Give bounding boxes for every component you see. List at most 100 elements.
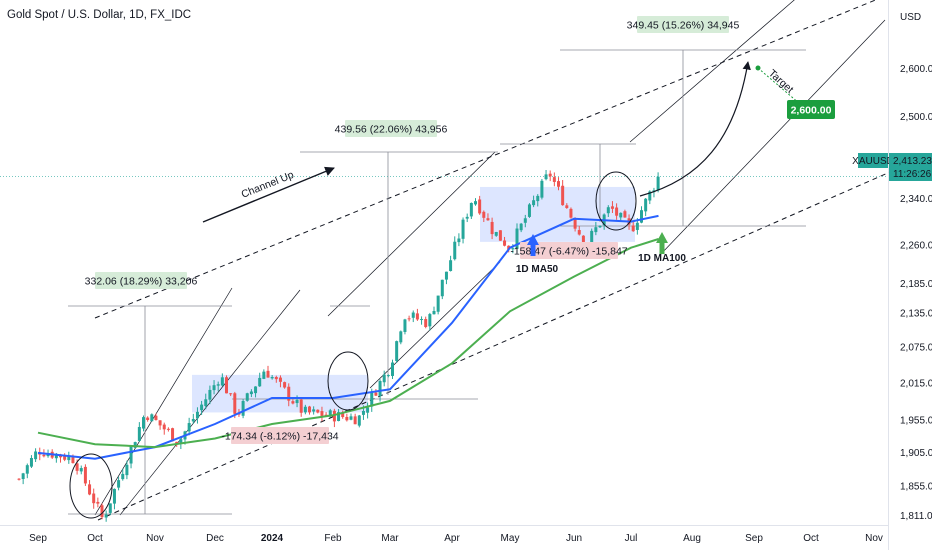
candle-body xyxy=(382,374,386,383)
candle-body xyxy=(328,410,332,416)
ma50-line xyxy=(37,214,659,460)
candle-body xyxy=(623,211,627,218)
candle-body xyxy=(428,314,432,327)
candle-body xyxy=(29,457,33,467)
candle-body xyxy=(204,399,208,407)
circle-oct xyxy=(69,453,113,519)
candle-body xyxy=(274,377,278,380)
y-tick-label: 2,260.00 xyxy=(900,241,932,252)
candle-body xyxy=(245,393,249,401)
x-tick-label: Sep xyxy=(29,533,47,544)
candle-body xyxy=(606,207,610,214)
x-tick-label: Aug xyxy=(683,533,701,544)
range-box-apr-jul xyxy=(480,186,635,242)
fractal-line-1a xyxy=(94,287,233,516)
candle-body xyxy=(166,428,170,430)
measure-label-2-bg xyxy=(345,120,437,137)
candle-body xyxy=(490,221,494,235)
channel-arrow xyxy=(202,166,335,223)
candle-body xyxy=(175,441,179,444)
candle-body xyxy=(432,311,436,315)
x-tick-label: May xyxy=(501,533,520,544)
candle-body xyxy=(503,240,507,246)
candle-body xyxy=(548,173,552,177)
candle-body xyxy=(610,206,614,209)
candle-body xyxy=(316,409,320,413)
candle-body xyxy=(577,230,581,235)
candle-body xyxy=(420,319,424,321)
candle-body xyxy=(345,416,349,421)
channel-lower-dashed xyxy=(97,171,891,521)
candle-body xyxy=(137,426,141,441)
target-label: Target xyxy=(766,67,796,96)
candle-body xyxy=(374,392,378,396)
candle-body xyxy=(590,230,594,243)
candle-body xyxy=(386,375,390,377)
candle-body xyxy=(640,210,643,223)
x-tick-label: Nov xyxy=(865,533,883,544)
candle-body xyxy=(644,198,648,212)
candle-body xyxy=(469,202,473,217)
candle-body xyxy=(544,174,548,180)
candle-body xyxy=(424,319,428,327)
candle-body xyxy=(241,401,245,416)
candle-body xyxy=(303,406,307,413)
candles xyxy=(17,170,660,522)
measure-label-5: -158.47 (-6.47%) -15,847 xyxy=(510,246,627,258)
y-tick-label: 1,811.00 xyxy=(900,511,932,522)
candle-body xyxy=(519,223,523,231)
candle-body xyxy=(283,382,287,388)
candle-body xyxy=(523,218,527,223)
candle-body xyxy=(507,245,511,250)
price-tag-countdown: 11:26:26 xyxy=(893,169,932,180)
chart-title: Gold Spot / U.S. Dollar, 1D, FX_IDC xyxy=(7,9,192,21)
x-tick-label: Dec xyxy=(206,533,224,544)
candle-body xyxy=(133,442,137,448)
candle-body xyxy=(312,409,316,412)
candle-body xyxy=(112,488,116,504)
ma100-arrow-icon xyxy=(656,232,668,254)
candle-body xyxy=(482,211,486,218)
candle-body xyxy=(565,205,569,208)
candle-body xyxy=(249,391,253,395)
candle-body xyxy=(129,446,133,464)
candle-body xyxy=(266,370,270,378)
candle-body xyxy=(465,216,469,219)
y-tick-label: 2,015.00 xyxy=(900,379,932,390)
candle-body xyxy=(411,312,415,318)
candle-body xyxy=(320,411,324,416)
candle-body xyxy=(631,225,635,232)
candle-body xyxy=(581,235,585,247)
candle-body xyxy=(75,463,79,471)
candle-body xyxy=(598,225,602,228)
candle-body xyxy=(108,503,112,513)
candle-body xyxy=(453,241,457,260)
circle-jun xyxy=(595,171,637,231)
y-tick-label: 2,500.00 xyxy=(900,112,932,123)
symbol-tag-bg xyxy=(858,153,888,168)
candle-body xyxy=(494,231,498,236)
ma50-arrow-icon xyxy=(527,234,539,256)
candle-body xyxy=(92,493,96,504)
candle-body xyxy=(150,414,154,422)
candle-body xyxy=(63,455,67,460)
target-dot xyxy=(755,65,761,71)
candle-body xyxy=(332,410,336,422)
measure-label-3-bg xyxy=(637,16,729,33)
candle-body xyxy=(444,271,448,280)
measure-label-5-bg xyxy=(520,242,618,259)
candle-body xyxy=(71,457,75,464)
target-value-bg xyxy=(787,100,835,119)
candle-body xyxy=(341,413,345,418)
y-tick-label: 2,600.00 xyxy=(900,64,932,75)
candle-body xyxy=(21,473,25,480)
candle-body xyxy=(399,331,403,343)
y-tick-label: 2,075.00 xyxy=(900,343,932,354)
x-tick-label: Mar xyxy=(381,533,399,544)
y-tick-label: 2,135.00 xyxy=(900,309,932,320)
candle-body xyxy=(366,407,370,413)
candle-body xyxy=(25,465,29,474)
measure-label-2: 439.56 (22.06%) 43,956 xyxy=(335,124,448,136)
candle-body xyxy=(191,418,195,422)
